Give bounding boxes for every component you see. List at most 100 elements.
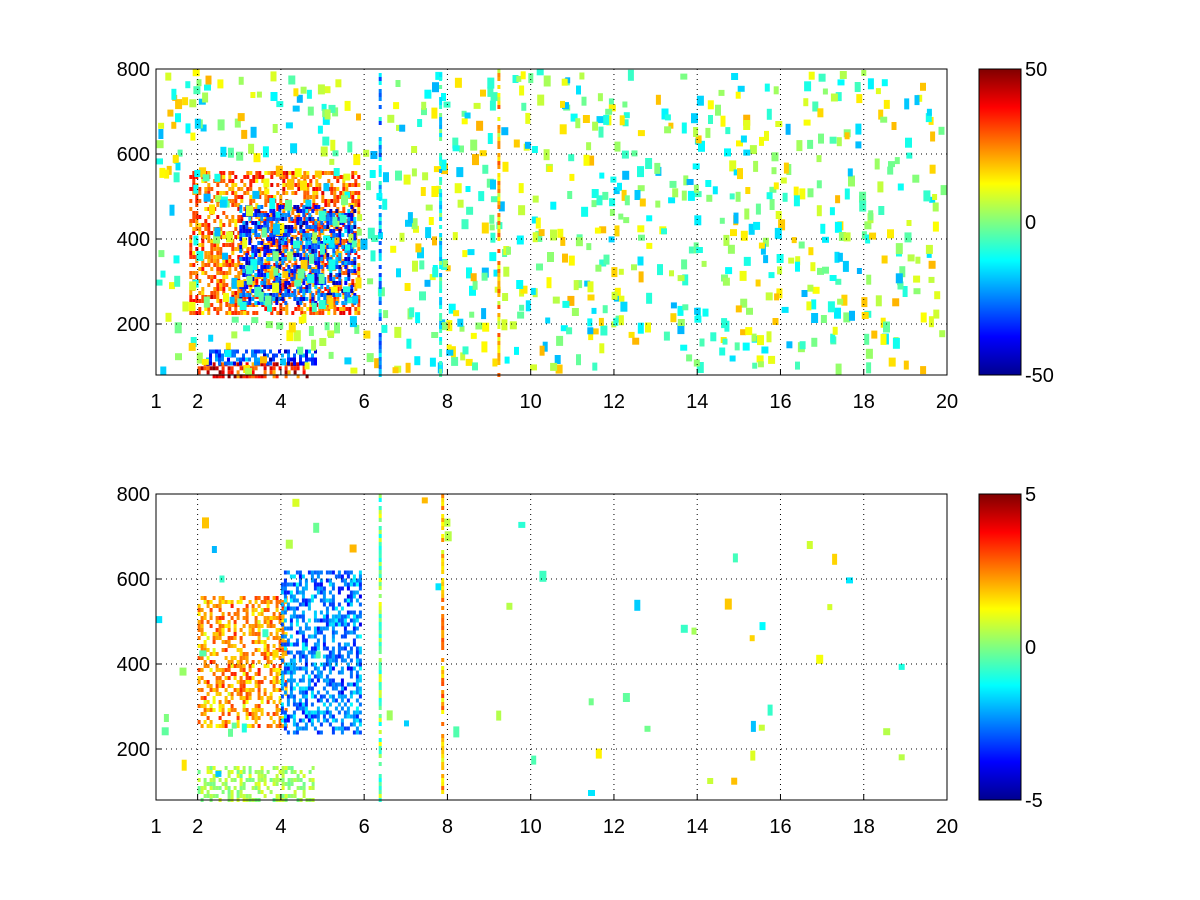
- heatmap-cell: [272, 782, 276, 786]
- heatmap-cell: [587, 281, 594, 293]
- heatmap-cell: [287, 229, 291, 233]
- heatmap-cell: [278, 794, 282, 798]
- x-tick-label: 2: [192, 816, 203, 838]
- heatmap-cell: [543, 75, 551, 87]
- stripe-cell: [441, 646, 445, 650]
- heatmap-cell: [355, 706, 359, 711]
- heatmap-cell: [315, 211, 319, 215]
- heatmap-cell: [200, 620, 204, 624]
- heatmap-cell: [239, 684, 243, 688]
- heatmap-cell: [307, 678, 311, 683]
- stripe-cell: [497, 133, 501, 137]
- heatmap-cell: [932, 221, 939, 232]
- heatmap-cell: [203, 700, 207, 704]
- heatmap-cell: [293, 289, 297, 293]
- heatmap-cell: [272, 124, 278, 133]
- heatmap-cell: [591, 328, 599, 335]
- heatmap-cell: [878, 206, 885, 215]
- heatmap-cell: [843, 312, 851, 323]
- heatmap-cell: [501, 319, 508, 331]
- heatmap-cell: [302, 229, 306, 233]
- heatmap-cell: [330, 286, 338, 293]
- stripe-cell: [378, 526, 382, 530]
- heatmap-cell: [316, 670, 320, 675]
- heatmap-cell: [322, 594, 326, 599]
- stripe-cell: [378, 257, 382, 261]
- stripe-cell: [497, 101, 501, 105]
- heatmap-cell: [213, 255, 217, 259]
- stripe-cell: [497, 185, 501, 189]
- heatmap-cell: [312, 199, 316, 203]
- heatmap-cell: [272, 720, 276, 724]
- heatmap-cell: [203, 296, 210, 308]
- heatmap-cell: [200, 712, 204, 716]
- heatmap-cell: [334, 654, 338, 659]
- heatmap-cell: [331, 622, 335, 627]
- heatmap-cell: [325, 658, 329, 663]
- heatmap-cell: [355, 698, 359, 703]
- heatmap-cell: [203, 648, 207, 652]
- heatmap-cell: [347, 253, 351, 257]
- heatmap-cell: [307, 618, 311, 623]
- heatmap-cell: [283, 590, 287, 595]
- heatmap-cell: [421, 497, 428, 504]
- heatmap-cell: [278, 281, 282, 285]
- heatmap-cell: [287, 213, 291, 217]
- heatmap-cell: [283, 710, 287, 715]
- heatmap-cell: [453, 726, 460, 738]
- heatmap-cell: [337, 702, 341, 707]
- heatmap-cell: [834, 251, 840, 263]
- heatmap-cell: [431, 107, 438, 119]
- heatmap-cell: [248, 696, 252, 700]
- heatmap-cell: [352, 714, 356, 719]
- heatmap-cell: [309, 195, 313, 199]
- heatmap-cell: [346, 602, 350, 607]
- heatmap-cell: [263, 366, 267, 371]
- heatmap-cell: [599, 172, 605, 179]
- heatmap-cell: [315, 311, 319, 315]
- heatmap-cell: [822, 236, 829, 243]
- heatmap-cell: [280, 634, 284, 639]
- heatmap-cell: [292, 662, 296, 667]
- heatmap-cell: [465, 358, 473, 366]
- heatmap-cell: [301, 678, 305, 683]
- heatmap-cell: [215, 794, 219, 798]
- heatmap-cell: [425, 227, 432, 239]
- heatmap-cell: [198, 191, 202, 195]
- y-tick-label: 600: [117, 569, 150, 591]
- heatmap-cell: [270, 266, 276, 275]
- heatmap-cell: [287, 778, 291, 782]
- heatmap-cell: [812, 101, 819, 112]
- stripe-cell: [378, 662, 382, 666]
- heatmap-cell: [255, 175, 259, 179]
- heatmap-cell: [295, 582, 299, 587]
- heatmap-cell: [417, 247, 424, 259]
- heatmap-cell: [204, 187, 208, 191]
- heatmap-cell: [339, 195, 343, 199]
- heatmap-cell: [314, 253, 318, 257]
- heatmap-cell: [216, 259, 220, 263]
- heatmap-cell: [352, 690, 356, 695]
- stripe-cell: [378, 285, 382, 289]
- heatmap-cell: [245, 273, 249, 277]
- heatmap-cell: [350, 269, 354, 273]
- heatmap-cell: [323, 297, 327, 301]
- heatmap-cell: [562, 300, 570, 308]
- heatmap-cell: [275, 249, 279, 253]
- heatmap-cell: [349, 714, 353, 719]
- heatmap-cell: [358, 666, 362, 671]
- heatmap-cell: [210, 279, 214, 283]
- heatmap-cell: [276, 239, 280, 243]
- heatmap-cell: [225, 263, 229, 267]
- heatmap-cell: [317, 293, 321, 297]
- heatmap-cell: [912, 174, 920, 183]
- heatmap-cell: [242, 293, 246, 297]
- heatmap-cell: [567, 191, 573, 199]
- heatmap-cell: [215, 688, 219, 692]
- heatmap-cell: [347, 297, 355, 304]
- heatmap-cell: [200, 366, 204, 371]
- heatmap-cell: [595, 748, 602, 759]
- heatmap-cell: [469, 311, 475, 318]
- heatmap-cell: [233, 620, 237, 624]
